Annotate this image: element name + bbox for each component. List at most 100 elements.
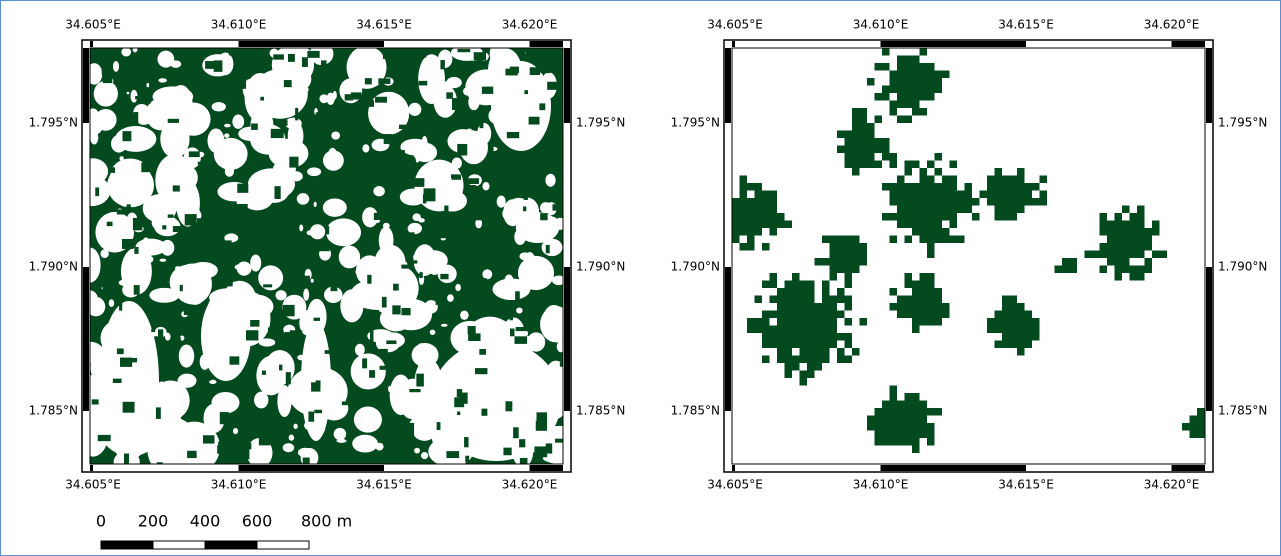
forest-pixel	[972, 213, 980, 221]
forest-pixel	[852, 146, 860, 154]
forest-pixel	[882, 408, 890, 416]
non-forest	[311, 279, 314, 283]
forest-pixel	[905, 78, 913, 86]
forest-patch	[457, 412, 460, 416]
forest-pixel	[905, 408, 913, 416]
forest-pixel	[905, 423, 913, 431]
forest-patch	[399, 175, 405, 179]
forest-patch	[446, 92, 453, 98]
forest-patch	[525, 48, 535, 59]
non-forest	[307, 167, 321, 176]
forest-pixel	[927, 221, 935, 229]
forest-pixel	[762, 206, 770, 214]
forest-pixel	[905, 311, 913, 319]
forest-patch	[409, 389, 420, 392]
forest-pixel	[995, 206, 1003, 214]
forest-pixel	[927, 431, 935, 439]
forest-pixel	[920, 78, 928, 86]
forest-pixel	[875, 63, 883, 71]
forest-pixel	[770, 311, 778, 319]
forest-pixel	[920, 416, 928, 424]
forest-pixel	[1182, 423, 1190, 431]
forest-pixel	[905, 401, 913, 409]
forest-pixel	[1107, 251, 1115, 259]
forest-patch	[547, 82, 558, 90]
forest-pixel	[747, 228, 755, 236]
forest-pixel	[920, 206, 928, 214]
forest-patch	[546, 64, 552, 73]
forest-pixel	[830, 303, 838, 311]
non-forest	[147, 256, 154, 263]
forest-pixel	[972, 198, 980, 206]
forest-patch	[415, 50, 426, 58]
forest-pixel	[1100, 221, 1108, 229]
forest-patch	[468, 333, 480, 341]
forest-pixel	[867, 138, 875, 146]
forest-pixel	[920, 296, 928, 304]
forest-patch	[464, 437, 468, 447]
frame-segment	[725, 48, 731, 123]
forest-pixel	[815, 356, 823, 364]
forest-pixel	[852, 116, 860, 124]
forest-patch	[491, 248, 500, 255]
forest-pixel	[1107, 258, 1115, 266]
forest-pixel	[1017, 206, 1025, 214]
forest-pixel	[770, 296, 778, 304]
forest-patch	[472, 122, 477, 130]
forest-pixel	[747, 243, 755, 251]
lon-label: 34.615°E	[356, 478, 412, 492]
forest-pixel	[987, 183, 995, 191]
forest-patch	[326, 226, 330, 234]
forest-patch	[321, 60, 327, 65]
forest-pixel	[792, 296, 800, 304]
forest-pixel	[755, 191, 763, 199]
forest-patch	[283, 120, 287, 126]
forest-patch	[546, 245, 550, 253]
non-forest	[109, 299, 114, 307]
forest-patch	[123, 402, 135, 413]
forest-pixel	[897, 71, 905, 79]
forest-patch	[475, 278, 487, 287]
forest-pixel	[800, 333, 808, 341]
non-forest	[86, 165, 96, 172]
forest-patch	[119, 299, 122, 311]
non-forest	[250, 255, 261, 272]
forest-pixel	[920, 236, 928, 244]
forest-patch	[399, 125, 412, 129]
forest-pixel	[800, 341, 808, 349]
forest-pixel	[852, 153, 860, 161]
forest-pixel	[882, 93, 890, 101]
forest-pixel	[867, 78, 875, 86]
non-forest	[441, 324, 448, 327]
forest-pixel	[950, 206, 958, 214]
forest-patch	[217, 445, 220, 454]
forest-pixel	[882, 63, 890, 71]
forest-patch	[120, 358, 132, 367]
forest-pixel	[762, 191, 770, 199]
forest-pixel	[920, 408, 928, 416]
forest-patch	[141, 162, 152, 172]
forest-patch	[133, 218, 143, 230]
forest-pixel	[1107, 221, 1115, 229]
non-forest	[433, 174, 439, 187]
non-forest	[115, 126, 156, 152]
non-forest	[121, 48, 131, 57]
forest-pixel	[807, 356, 815, 364]
forest-pixel	[1025, 318, 1033, 326]
forest-pixel	[815, 326, 823, 334]
forest-patch	[189, 151, 200, 157]
forest-patch	[173, 185, 180, 191]
non-forest	[516, 308, 523, 314]
forest-patch	[284, 80, 292, 87]
forest-pixel	[777, 318, 785, 326]
forest-pixel	[890, 161, 898, 169]
forest-pixel	[792, 326, 800, 334]
forest-pixel	[1017, 191, 1025, 199]
lon-label: 34.615°E	[356, 18, 412, 32]
forest-pixel	[905, 101, 913, 109]
forest-pixel	[920, 183, 928, 191]
forest-patch	[290, 330, 302, 340]
forest-pixel	[912, 326, 920, 334]
non-forest	[379, 227, 394, 254]
forest-pixel	[897, 213, 905, 221]
